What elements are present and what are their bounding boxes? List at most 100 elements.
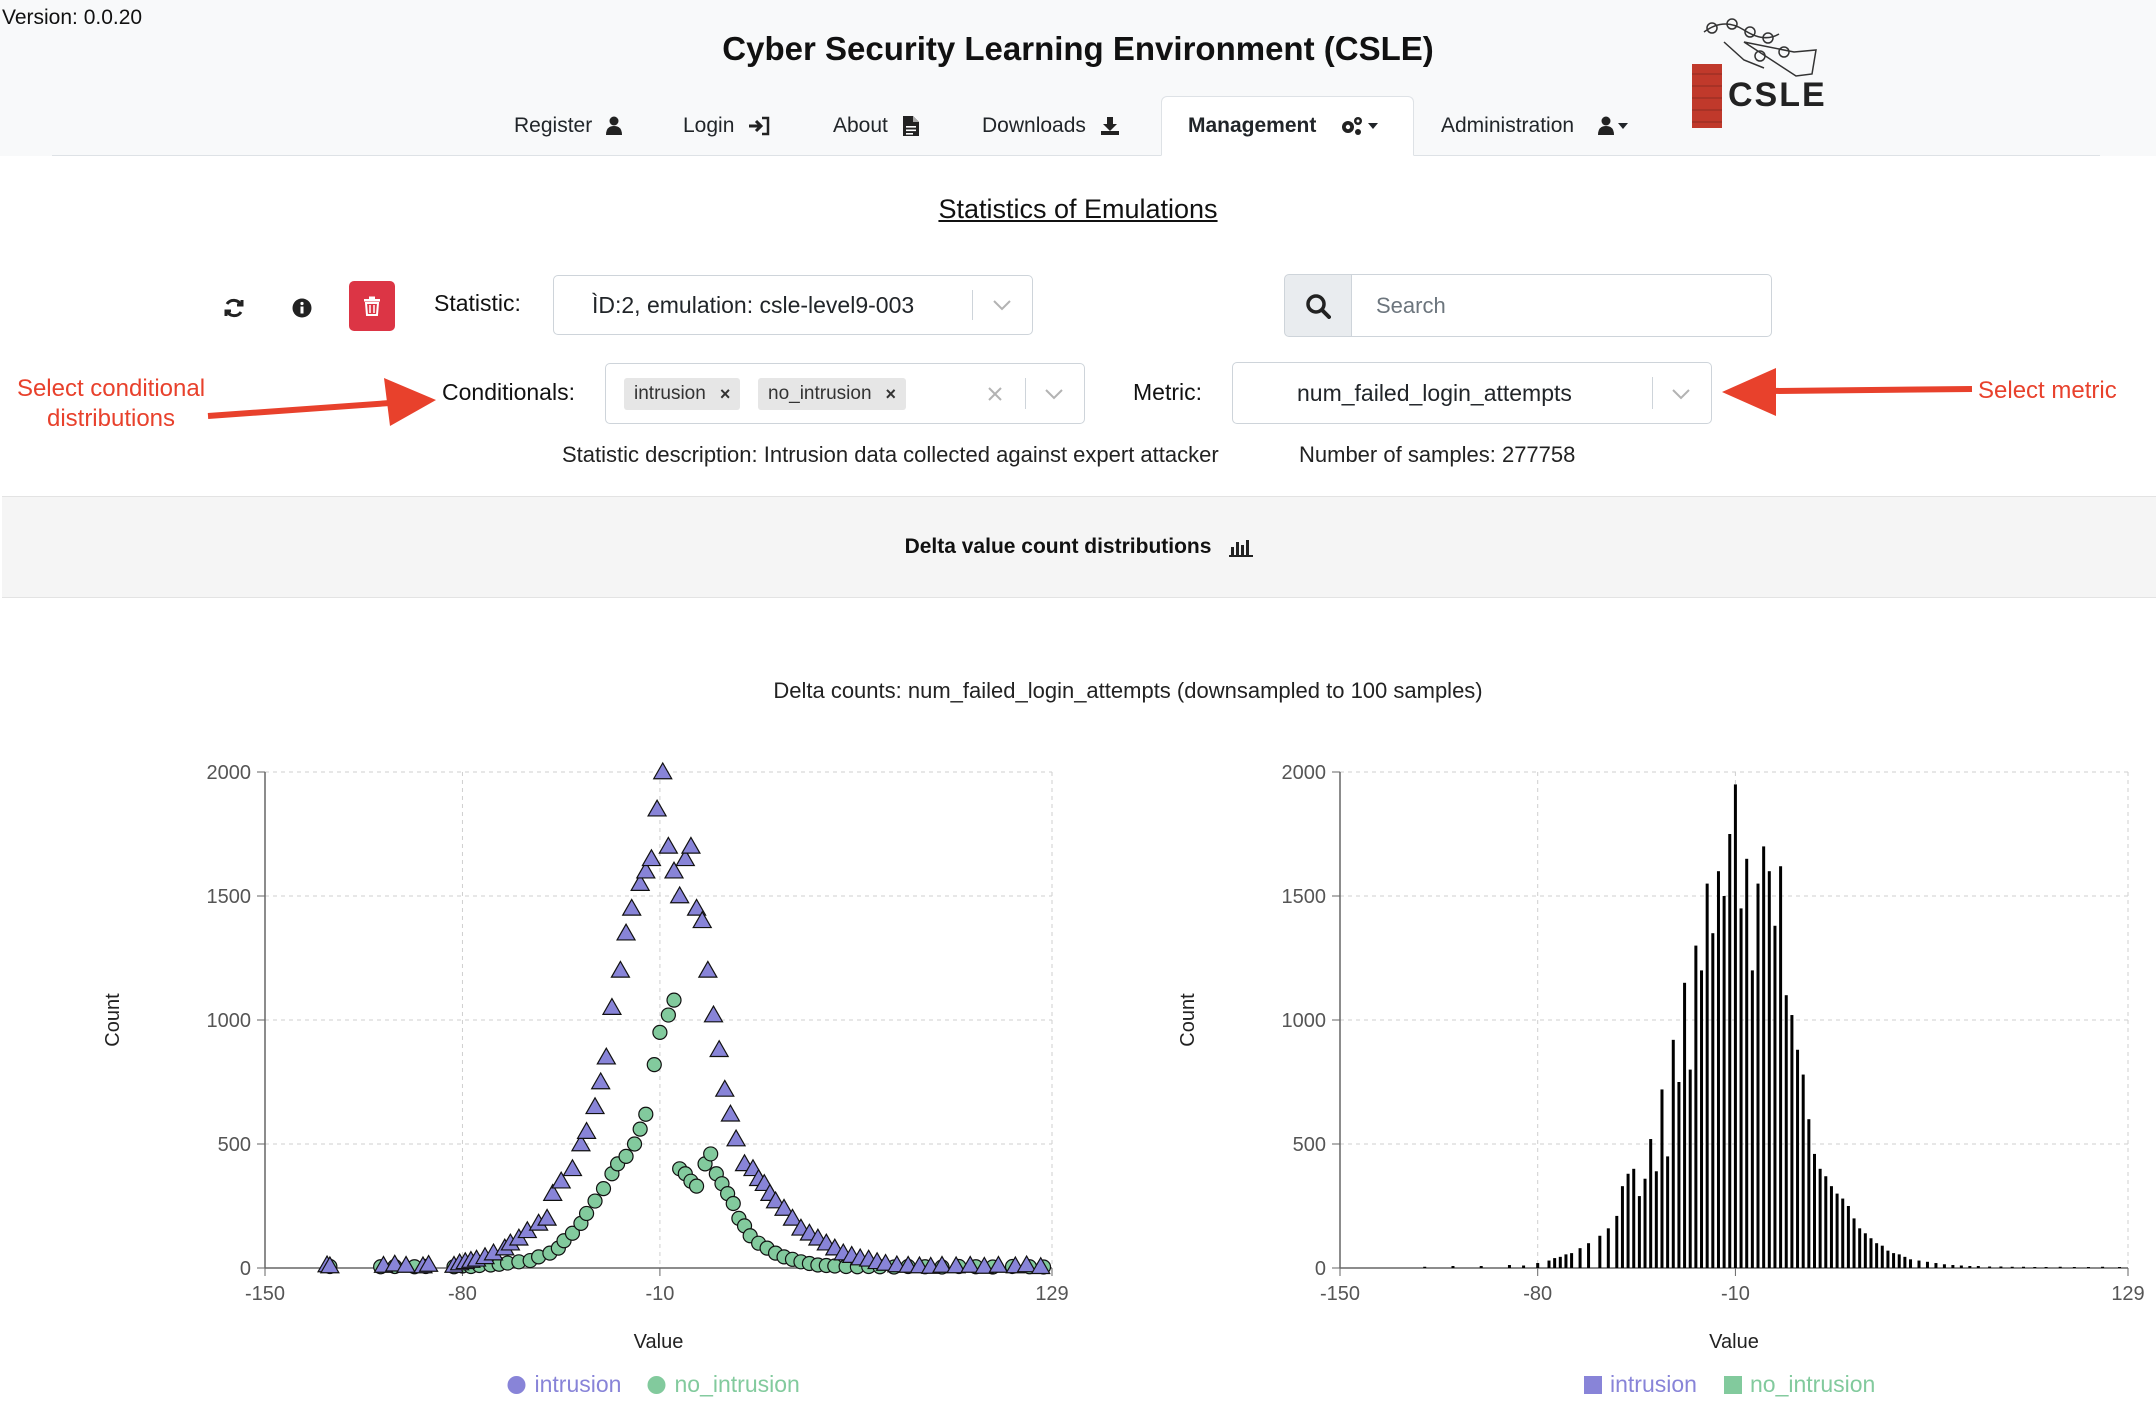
metric-select[interactable]: num_failed_login_attempts — [1232, 362, 1712, 424]
point-no-intrusion — [587, 1193, 603, 1209]
bar-intrusion — [1739, 908, 1743, 1268]
legend-marker-no-intrusion — [1724, 1376, 1742, 1394]
legend-label-intrusion: intrusion — [1610, 1371, 1697, 1397]
bar-intrusion — [2118, 1267, 2122, 1268]
statistic-select[interactable]: ÌD:2, emulation: csle-level9-003 — [553, 275, 1033, 335]
info-icon — [292, 298, 312, 318]
y-tick-label: 500 — [218, 1134, 251, 1156]
nav-downloads[interactable]: Downloads — [982, 96, 1120, 156]
bar-intrusion — [1666, 1156, 1670, 1268]
statistic-description: Statistic description: Intrusion data co… — [562, 442, 1219, 467]
bar-intrusion — [2010, 1266, 2014, 1268]
nav-register[interactable]: Register — [514, 96, 623, 156]
bar-intrusion — [1451, 1266, 1455, 1268]
x-tick-label: -10 — [645, 1283, 674, 1305]
bar-intrusion — [1858, 1228, 1862, 1268]
info-button[interactable] — [286, 290, 318, 326]
bar-intrusion — [1705, 883, 1709, 1268]
bar-intrusion — [1762, 846, 1766, 1268]
conditionals-multiselect[interactable]: intrusion × no_intrusion × — [605, 363, 1085, 424]
select-separator — [972, 290, 973, 320]
bar-intrusion — [1722, 896, 1726, 1268]
bar-intrusion — [1683, 982, 1687, 1268]
point-intrusion — [988, 1255, 1009, 1273]
y-tick-label: 500 — [1293, 1134, 1326, 1156]
point-intrusion — [616, 922, 637, 941]
annotation-conditionals: Select conditional distributions — [6, 374, 216, 434]
bar-intrusion — [1841, 1198, 1845, 1268]
y-tick-label: 1000 — [207, 1010, 252, 1032]
tag-remove-icon[interactable]: × — [885, 383, 897, 404]
chevron-down-icon[interactable] — [992, 298, 1012, 312]
x-tick-label: -10 — [1721, 1283, 1750, 1305]
point-intrusion — [576, 1121, 597, 1139]
nav-management[interactable]: Management — [1161, 96, 1414, 156]
bar-intrusion — [1660, 1089, 1664, 1268]
point-intrusion — [782, 1208, 803, 1226]
csle-logo[interactable]: CSLE — [1684, 12, 1834, 132]
conditional-tag-no-intrusion: no_intrusion × — [758, 378, 907, 410]
point-intrusion — [1016, 1254, 1037, 1273]
nav-management-label: Management — [1188, 114, 1317, 137]
bar-intrusion — [1587, 1243, 1591, 1268]
nav-about[interactable]: About — [833, 96, 920, 156]
point-intrusion — [960, 1255, 981, 1273]
y-axis-label: Count — [102, 993, 124, 1047]
point-intrusion — [931, 1255, 953, 1273]
bar-intrusion — [1578, 1248, 1582, 1268]
nav-administration-label: Administration — [1441, 114, 1575, 137]
refresh-button[interactable] — [218, 290, 250, 326]
bar-intrusion — [1728, 834, 1732, 1268]
bar-intrusion — [1507, 1265, 1511, 1268]
bar-intrusion — [1790, 1015, 1794, 1268]
point-intrusion — [384, 1254, 405, 1272]
bar-intrusion — [1598, 1235, 1602, 1268]
point-intrusion — [675, 848, 696, 867]
select-separator — [1652, 377, 1653, 409]
clear-all-icon[interactable] — [987, 386, 1003, 402]
point-no-intrusion — [595, 1181, 612, 1197]
annotation-line: Select conditional — [16, 375, 206, 402]
point-intrusion — [601, 997, 622, 1015]
y-tick-label: 1500 — [207, 886, 252, 908]
search-input[interactable] — [1352, 274, 1772, 337]
bar-intrusion — [1988, 1266, 1992, 1268]
point-intrusion — [669, 885, 690, 904]
bar-intrusion — [1818, 1168, 1822, 1268]
chevron-down-icon[interactable] — [1671, 387, 1691, 401]
metric-label: Metric: — [1133, 379, 1202, 405]
chevron-down-icon[interactable] — [1044, 387, 1064, 401]
tag-remove-icon[interactable]: × — [719, 383, 731, 404]
bar-intrusion — [2058, 1266, 2062, 1268]
bar-intrusion — [1649, 1139, 1653, 1268]
point-no-intrusion — [666, 992, 682, 1008]
bar-intrusion — [1677, 1082, 1681, 1268]
bar-intrusion — [1880, 1245, 1884, 1268]
search-icon — [1306, 293, 1331, 319]
x-axis-label: Value — [1709, 1331, 1759, 1353]
legend-marker-no-intrusion — [647, 1376, 666, 1394]
nav-login[interactable]: Login — [683, 96, 770, 156]
y-tick-label: 2000 — [1282, 762, 1327, 784]
bar-intrusion — [2044, 1267, 2048, 1268]
bar-intrusion — [1694, 945, 1698, 1268]
nav-administration[interactable]: Administration — [1441, 96, 1629, 156]
search-button[interactable] — [1284, 274, 1352, 337]
number-of-samples: Number of samples: 277758 — [1299, 442, 1576, 467]
point-intrusion — [537, 1208, 558, 1226]
bar-intrusion — [1615, 1215, 1619, 1268]
bar-intrusion — [2021, 1266, 2025, 1268]
nav-login-label: Login — [683, 114, 735, 137]
bar-intrusion — [1807, 1119, 1811, 1268]
point-intrusion — [697, 960, 718, 978]
bar-intrusion — [1875, 1243, 1879, 1268]
legend-label-no-intrusion: no_intrusion — [1750, 1371, 1875, 1397]
x-tick-label: -150 — [1320, 1283, 1360, 1305]
y-tick-label: 0 — [240, 1258, 251, 1280]
point-no-intrusion — [646, 1057, 662, 1073]
card-header[interactable]: Delta value count distributions — [2, 496, 2156, 598]
delete-button[interactable] — [349, 281, 395, 331]
bar-intrusion — [1536, 1263, 1540, 1268]
annotation-arrow-left — [207, 378, 436, 426]
point-no-intrusion — [703, 1146, 719, 1162]
